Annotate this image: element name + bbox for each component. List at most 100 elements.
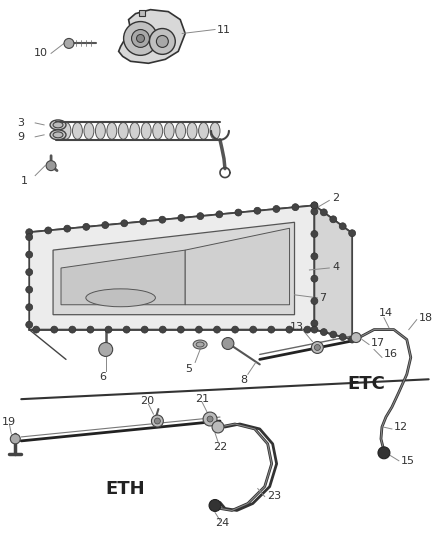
Ellipse shape — [193, 340, 207, 349]
Circle shape — [311, 253, 318, 260]
Circle shape — [51, 326, 58, 333]
Circle shape — [131, 29, 149, 47]
Text: ETC: ETC — [347, 375, 385, 393]
Text: 2: 2 — [332, 193, 339, 204]
Circle shape — [121, 220, 128, 227]
Circle shape — [311, 202, 318, 209]
Text: 10: 10 — [34, 49, 48, 58]
Polygon shape — [119, 10, 185, 63]
Circle shape — [320, 329, 327, 336]
Circle shape — [26, 321, 33, 328]
Text: 3: 3 — [17, 118, 24, 128]
Text: 24: 24 — [215, 519, 229, 528]
Polygon shape — [138, 10, 145, 15]
Text: 23: 23 — [267, 490, 281, 500]
Circle shape — [235, 209, 242, 216]
Ellipse shape — [107, 123, 117, 139]
Circle shape — [197, 213, 204, 220]
Circle shape — [339, 334, 346, 341]
Circle shape — [26, 229, 33, 236]
Circle shape — [26, 286, 33, 293]
Text: 13: 13 — [290, 321, 304, 332]
Ellipse shape — [141, 123, 151, 139]
Polygon shape — [61, 250, 185, 305]
Circle shape — [123, 326, 130, 333]
Circle shape — [214, 326, 220, 333]
Circle shape — [378, 447, 390, 459]
Ellipse shape — [118, 123, 128, 139]
Text: 22: 22 — [213, 442, 227, 452]
Circle shape — [69, 326, 76, 333]
Circle shape — [232, 326, 239, 333]
Circle shape — [102, 222, 109, 229]
Circle shape — [349, 230, 356, 237]
Ellipse shape — [196, 342, 204, 347]
Circle shape — [26, 233, 33, 240]
Text: 4: 4 — [332, 262, 339, 272]
Circle shape — [330, 216, 337, 223]
Circle shape — [222, 337, 234, 350]
Ellipse shape — [176, 123, 186, 139]
Circle shape — [304, 326, 311, 333]
Circle shape — [311, 297, 318, 304]
Ellipse shape — [153, 123, 162, 139]
Text: 17: 17 — [371, 337, 385, 348]
Circle shape — [159, 216, 166, 223]
Circle shape — [26, 304, 33, 311]
Circle shape — [141, 326, 148, 333]
Circle shape — [124, 21, 157, 55]
Circle shape — [177, 326, 184, 333]
Circle shape — [311, 342, 323, 353]
Ellipse shape — [53, 132, 63, 138]
Circle shape — [311, 320, 318, 327]
Text: 11: 11 — [217, 25, 231, 35]
Text: 18: 18 — [419, 313, 433, 322]
Circle shape — [64, 38, 74, 49]
Text: 20: 20 — [141, 396, 155, 406]
Circle shape — [286, 326, 293, 333]
Circle shape — [209, 499, 221, 512]
Circle shape — [149, 29, 175, 54]
Text: 12: 12 — [394, 422, 408, 432]
Circle shape — [254, 207, 261, 214]
Ellipse shape — [187, 123, 197, 139]
Circle shape — [46, 160, 56, 171]
Circle shape — [64, 225, 71, 232]
Ellipse shape — [61, 123, 71, 139]
Circle shape — [349, 336, 356, 343]
Ellipse shape — [86, 289, 155, 307]
Circle shape — [26, 251, 33, 258]
Ellipse shape — [198, 123, 208, 139]
Polygon shape — [29, 205, 352, 260]
Circle shape — [155, 418, 160, 424]
Ellipse shape — [130, 123, 140, 139]
Ellipse shape — [50, 120, 66, 130]
Circle shape — [311, 326, 318, 333]
Circle shape — [250, 326, 257, 333]
Ellipse shape — [84, 123, 94, 139]
Circle shape — [195, 326, 202, 333]
Ellipse shape — [164, 123, 174, 139]
Circle shape — [140, 218, 147, 225]
Ellipse shape — [72, 123, 82, 139]
Circle shape — [156, 36, 168, 47]
Circle shape — [273, 206, 280, 213]
Circle shape — [330, 331, 337, 338]
Circle shape — [311, 275, 318, 282]
Text: 9: 9 — [17, 132, 25, 142]
Polygon shape — [185, 228, 290, 305]
Ellipse shape — [50, 130, 66, 140]
Circle shape — [159, 326, 166, 333]
Circle shape — [33, 326, 40, 333]
Circle shape — [268, 326, 275, 333]
Circle shape — [178, 214, 185, 221]
Ellipse shape — [53, 122, 63, 128]
Circle shape — [216, 211, 223, 218]
Text: 1: 1 — [21, 175, 28, 185]
Text: 6: 6 — [99, 372, 106, 382]
Circle shape — [203, 412, 217, 426]
Circle shape — [137, 35, 145, 43]
Circle shape — [11, 434, 20, 444]
Circle shape — [26, 269, 33, 276]
Text: 21: 21 — [195, 394, 209, 404]
